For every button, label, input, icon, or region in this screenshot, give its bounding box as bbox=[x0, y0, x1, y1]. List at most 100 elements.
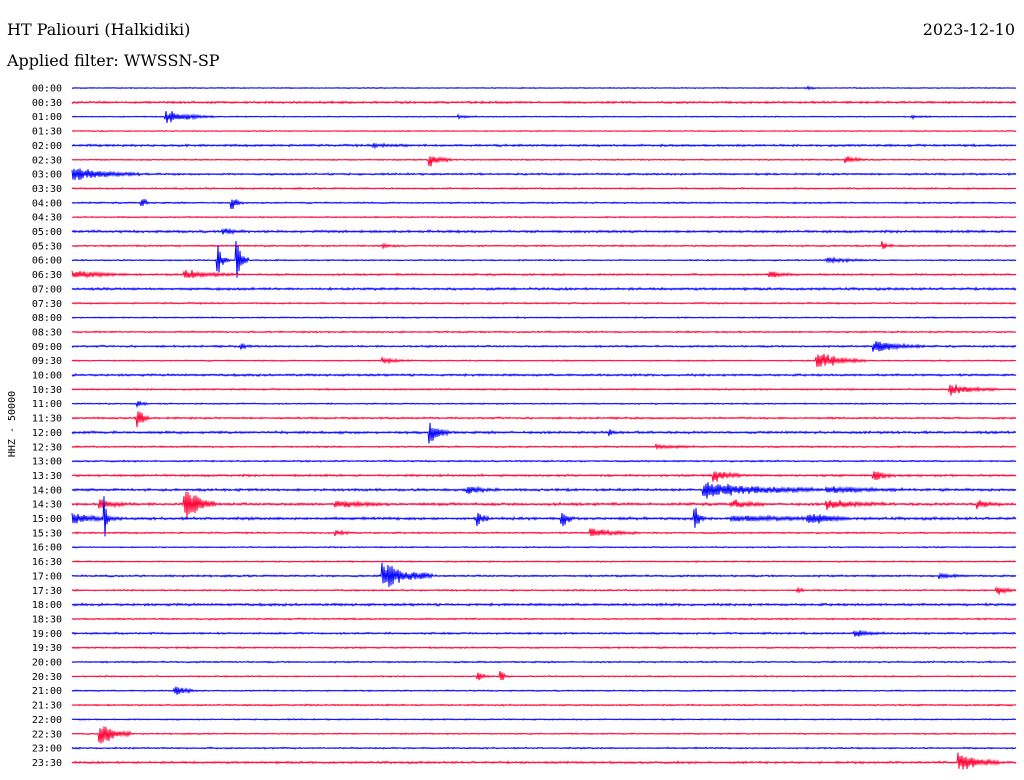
seismic-trace bbox=[71, 670, 1017, 681]
seismic-trace bbox=[71, 752, 1017, 770]
seismic-trace bbox=[71, 168, 1017, 181]
time-tick-label: 12:00 bbox=[32, 428, 62, 439]
seismic-trace bbox=[71, 142, 1017, 150]
time-tick-label: 11:30 bbox=[32, 414, 62, 425]
seismic-trace bbox=[71, 586, 1017, 595]
seismic-trace bbox=[71, 401, 1017, 409]
time-tick-label: 14:30 bbox=[32, 500, 62, 511]
time-tick-label: 01:00 bbox=[32, 112, 62, 123]
seismic-trace bbox=[71, 270, 1017, 279]
seismic-trace bbox=[71, 85, 1017, 91]
filter-label: Applied filter: WWSSN-SP bbox=[7, 51, 220, 70]
time-tick-label: 06:00 bbox=[32, 256, 62, 267]
trace-group bbox=[71, 85, 1017, 770]
seismic-trace bbox=[71, 617, 1017, 621]
seismic-trace bbox=[71, 227, 1017, 235]
seismic-trace bbox=[71, 215, 1017, 219]
seismic-trace bbox=[71, 545, 1017, 549]
time-tick-label: 10:00 bbox=[32, 371, 62, 382]
time-tick-label: 16:30 bbox=[32, 557, 62, 568]
seismic-trace bbox=[71, 602, 1017, 608]
seismic-trace bbox=[71, 746, 1017, 750]
seismic-trace bbox=[71, 301, 1017, 306]
time-tick-label: 15:30 bbox=[32, 528, 62, 539]
time-tick-label: 12:30 bbox=[32, 442, 62, 453]
time-tick-label: 07:30 bbox=[32, 299, 62, 310]
seismic-trace bbox=[71, 100, 1017, 105]
time-tick-label: 06:30 bbox=[32, 270, 62, 281]
time-tick-label: 21:30 bbox=[32, 701, 62, 712]
time-tick-label: 20:00 bbox=[32, 658, 62, 669]
seismic-trace bbox=[71, 528, 1017, 537]
time-tick-label: 03:30 bbox=[32, 184, 62, 195]
seismic-trace bbox=[71, 717, 1017, 721]
time-tick-label: 08:00 bbox=[32, 313, 62, 324]
seismic-trace bbox=[71, 241, 1017, 250]
time-tick-label: 04:30 bbox=[32, 213, 62, 224]
time-tick-label: 21:00 bbox=[32, 686, 62, 697]
time-tick-label: 02:30 bbox=[32, 155, 62, 166]
seismic-trace bbox=[71, 341, 1017, 352]
time-tick-label: 09:30 bbox=[32, 356, 62, 367]
seismic-trace bbox=[71, 645, 1017, 650]
time-tick-label: 19:30 bbox=[32, 643, 62, 654]
time-tick-label: 00:00 bbox=[32, 84, 62, 95]
time-tick-label: 16:00 bbox=[32, 543, 62, 554]
seismic-trace bbox=[71, 562, 1017, 588]
time-tick-label: 15:00 bbox=[32, 514, 62, 525]
time-tick-label: 03:00 bbox=[32, 170, 62, 181]
seismic-trace bbox=[71, 726, 1017, 744]
seismic-trace bbox=[71, 353, 1017, 368]
seismic-trace bbox=[71, 470, 1017, 482]
time-tick-label: 05:00 bbox=[32, 227, 62, 238]
time-tick-label: 20:30 bbox=[32, 672, 62, 683]
seismic-trace bbox=[71, 482, 1017, 499]
seismic-trace bbox=[71, 411, 1017, 428]
seismic-trace bbox=[71, 316, 1017, 320]
seismic-trace bbox=[71, 111, 1017, 123]
y-axis-label: HHZ - 50000 bbox=[7, 391, 18, 457]
seismic-trace bbox=[71, 422, 1017, 444]
record-date: 2023-12-10 bbox=[922, 20, 1015, 39]
time-tick-label: 18:30 bbox=[32, 614, 62, 625]
time-tick-label: 17:00 bbox=[32, 571, 62, 582]
time-tick-label: 22:00 bbox=[32, 715, 62, 726]
time-tick-label: 23:00 bbox=[32, 744, 62, 755]
time-tick-label: 17:30 bbox=[32, 586, 62, 597]
tick-label-group: 00:00 00:30 01:00 01:30 02:00 02:30 03:00 03:30… bbox=[32, 84, 62, 769]
station-name: HT Paliouri (Halkidiki) bbox=[7, 20, 191, 39]
seismic-trace bbox=[71, 286, 1017, 292]
time-tick-label: 04:00 bbox=[32, 198, 62, 209]
time-tick-label: 07:00 bbox=[32, 284, 62, 295]
seismic-trace bbox=[71, 442, 1017, 451]
seismic-trace bbox=[71, 560, 1017, 564]
time-tick-label: 09:00 bbox=[32, 342, 62, 353]
time-tick-label: 13:00 bbox=[32, 457, 62, 468]
seismic-trace bbox=[71, 156, 1017, 167]
seismic-trace bbox=[71, 330, 1017, 334]
time-tick-label: 19:00 bbox=[32, 629, 62, 640]
time-tick-label: 13:30 bbox=[32, 471, 62, 482]
time-tick-label: 05:30 bbox=[32, 241, 62, 252]
seismic-trace bbox=[71, 660, 1017, 664]
seismic-trace bbox=[71, 629, 1017, 637]
time-tick-label: 18:00 bbox=[32, 600, 62, 611]
time-tick-label: 02:00 bbox=[32, 141, 62, 152]
time-tick-label: 11:00 bbox=[32, 399, 62, 410]
time-tick-label: 23:30 bbox=[32, 758, 62, 769]
time-tick-label: 08:30 bbox=[32, 327, 62, 338]
seismic-trace bbox=[71, 686, 1017, 695]
seismic-trace bbox=[71, 129, 1017, 133]
seismic-trace bbox=[71, 198, 1017, 210]
seismic-trace bbox=[71, 459, 1017, 463]
seismic-trace bbox=[71, 703, 1017, 707]
time-tick-label: 22:30 bbox=[32, 729, 62, 740]
seismic-trace bbox=[71, 186, 1017, 191]
seismic-trace bbox=[71, 240, 1017, 278]
seismic-trace bbox=[71, 372, 1017, 378]
time-tick-label: 00:30 bbox=[32, 98, 62, 109]
time-tick-label: 01:30 bbox=[32, 127, 62, 138]
seismic-trace bbox=[71, 384, 1017, 396]
seismic-trace bbox=[71, 491, 1017, 519]
